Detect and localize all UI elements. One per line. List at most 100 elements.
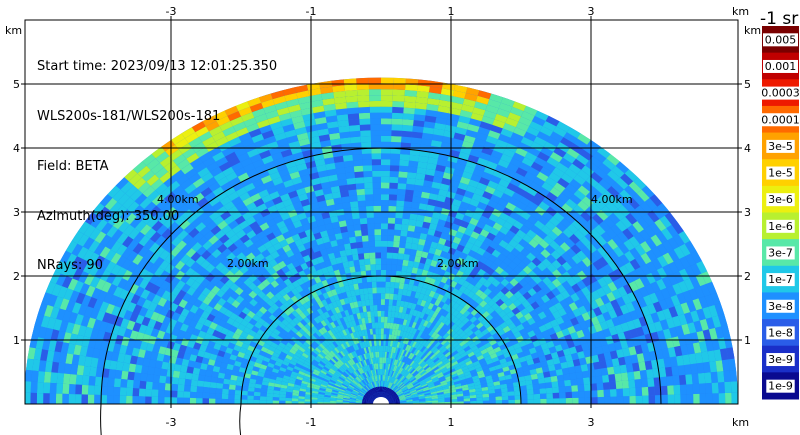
gate-cell — [667, 347, 677, 358]
gate-cell — [326, 290, 334, 298]
gate-cell — [482, 250, 492, 259]
gate-cell — [316, 377, 323, 383]
gate-cell — [261, 194, 272, 204]
gate-cell — [372, 170, 381, 177]
gate-cell — [349, 383, 356, 388]
gate-cell — [406, 373, 412, 379]
gate-cell — [466, 223, 476, 232]
gate-cell — [385, 381, 388, 387]
gate-cell — [495, 184, 507, 193]
gate-cell — [403, 390, 410, 394]
gate-cell — [573, 189, 586, 201]
gate-cell — [77, 304, 88, 316]
gate-cell — [503, 265, 514, 275]
gate-cell — [351, 320, 357, 327]
gate-cell — [339, 324, 345, 331]
gate-cell — [506, 360, 515, 367]
gate-cell — [205, 282, 216, 291]
gate-cell — [451, 332, 459, 340]
gate-cell — [611, 181, 624, 194]
gate-cell — [440, 263, 449, 271]
gate-cell — [341, 231, 349, 239]
gate-cell — [409, 249, 417, 256]
gate-cell — [139, 278, 150, 290]
gate-cell — [374, 316, 378, 323]
gate-cell — [384, 351, 387, 358]
gate-cell — [457, 277, 466, 286]
gate-cell — [570, 244, 582, 255]
gate-cell — [383, 392, 386, 399]
gate-cell — [671, 336, 681, 347]
gate-cell — [310, 401, 318, 404]
gate-cell — [184, 132, 199, 144]
gate-cell — [50, 271, 61, 284]
gate-cell — [310, 298, 318, 306]
gate-cell — [301, 326, 309, 333]
gate-cell — [330, 276, 338, 284]
gate-cell — [546, 290, 556, 300]
gate-cell — [372, 346, 375, 353]
gate-cell — [433, 267, 441, 275]
gate-cell — [384, 316, 388, 323]
gate-cell — [395, 276, 401, 283]
gate-cell — [295, 340, 303, 347]
gate-cell — [321, 341, 328, 348]
gate-cell — [242, 197, 254, 207]
gate-cell — [667, 273, 678, 286]
gate-cell — [599, 321, 609, 331]
gate-cell — [360, 381, 366, 387]
gate-cell — [132, 265, 144, 276]
gate-cell — [700, 283, 711, 297]
gate-cell — [623, 283, 634, 295]
gate-cell — [558, 232, 569, 242]
gate-cell — [247, 360, 256, 367]
gate-cell — [576, 280, 587, 290]
gate-cell — [77, 259, 89, 272]
gate-cell — [375, 393, 379, 399]
gate-cell — [77, 234, 90, 247]
gate-cell — [682, 354, 691, 366]
gate-cell — [313, 263, 322, 271]
gate-cell — [273, 364, 281, 371]
gate-cell — [151, 220, 164, 232]
gate-cell — [186, 238, 198, 248]
gate-cell — [518, 162, 531, 172]
gate-cell — [596, 382, 604, 391]
gate-cell — [374, 387, 378, 393]
gate-cell — [210, 285, 221, 295]
gate-cell — [576, 250, 587, 261]
gate-cell — [310, 351, 318, 358]
gate-cell — [387, 369, 391, 376]
gate-cell — [540, 248, 551, 259]
gate-cell — [342, 237, 350, 245]
gate-cell — [375, 269, 381, 276]
gate-cell — [270, 90, 285, 100]
gate-cell — [44, 327, 54, 340]
gate-cell — [391, 346, 395, 353]
gate-cell — [369, 389, 374, 395]
gate-cell — [349, 130, 361, 138]
gate-cell — [525, 304, 535, 313]
gate-cell — [347, 308, 353, 316]
gate-cell — [405, 396, 412, 399]
gate-cell — [333, 313, 340, 321]
gate-cell — [264, 352, 273, 359]
gate-cell — [604, 396, 611, 404]
gate-cell — [476, 397, 483, 401]
gate-cell — [368, 400, 375, 403]
gate-cell — [223, 238, 234, 249]
gate-cell — [410, 347, 417, 354]
gate-cell — [375, 258, 381, 265]
gate-cell — [411, 354, 417, 361]
gate-cell — [363, 353, 367, 360]
gate-cell — [197, 236, 209, 247]
gate-cell — [415, 102, 428, 110]
gate-cell — [408, 346, 414, 353]
gate-cell — [617, 231, 629, 243]
gate-cell — [295, 331, 303, 338]
gate-cell — [384, 394, 390, 400]
gate-cell — [690, 263, 702, 276]
gate-cell — [485, 359, 494, 365]
gate-cell — [96, 310, 106, 322]
gate-cell — [300, 383, 308, 388]
